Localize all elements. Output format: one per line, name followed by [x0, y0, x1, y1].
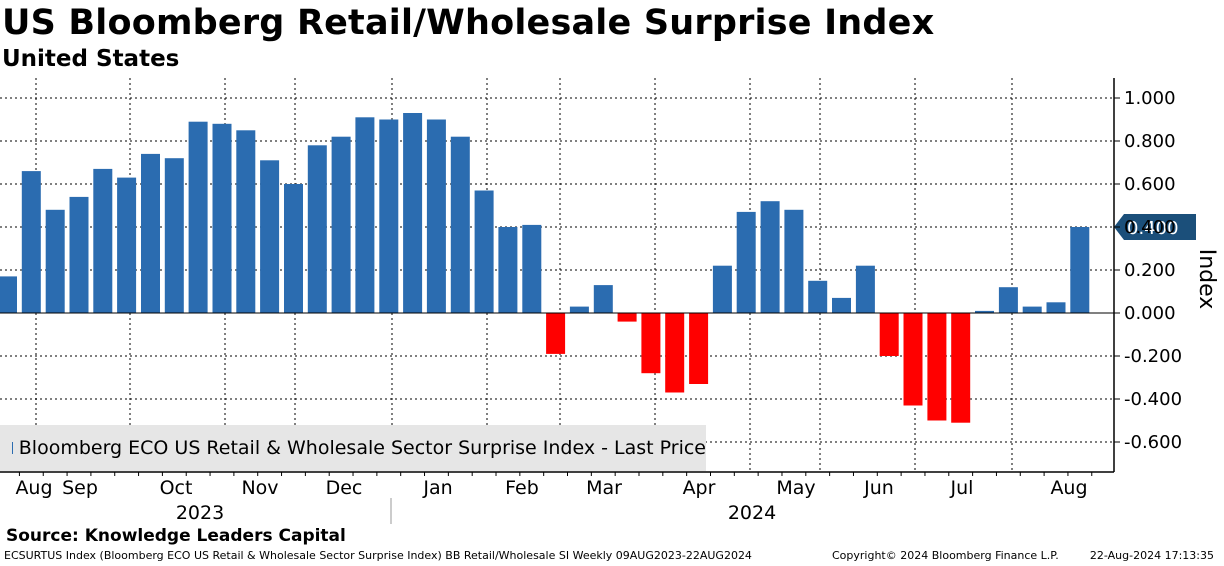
bar: [141, 153, 160, 313]
x-tick-label: Nov: [241, 477, 278, 499]
x-tick-label: Aug: [15, 477, 52, 499]
bar: [21, 171, 41, 313]
bar: [426, 119, 446, 313]
bar: [188, 121, 208, 313]
bar: [117, 177, 137, 313]
y-tick-label: -0.600: [1124, 432, 1182, 453]
x-tick-label: Jan: [422, 477, 452, 499]
bar: [832, 297, 851, 313]
bar: [665, 313, 685, 393]
x-tick-label: Apr: [683, 477, 716, 499]
bar: [1022, 306, 1042, 314]
bar: [45, 209, 65, 313]
bar: [975, 310, 994, 313]
axes: 0.400: [0, 78, 1196, 473]
bar: [903, 313, 923, 406]
bar: [284, 184, 303, 313]
footer-timestamp: 22-Aug-2024 17:13:35: [1089, 549, 1214, 562]
bar: [641, 313, 661, 374]
bar: [760, 201, 780, 313]
bar: [927, 313, 947, 421]
bar: [498, 227, 518, 313]
y-tick-label: 1.000: [1124, 88, 1176, 109]
x-tick-label: Jul: [950, 477, 974, 499]
bar: [546, 313, 566, 354]
chart-title: US Bloomberg Retail/Wholesale Surprise I…: [2, 3, 935, 43]
x-year-label: 2023: [176, 502, 224, 524]
x-tick-label: Jun: [863, 477, 894, 499]
x-tick-label: May: [776, 477, 815, 499]
bar: [617, 313, 637, 322]
bar: [522, 224, 542, 313]
bar: [0, 276, 17, 313]
bar: [712, 265, 732, 313]
bar: [689, 313, 709, 384]
bar: [593, 285, 613, 313]
bar: [331, 136, 351, 313]
x-tick-label: Mar: [586, 477, 622, 499]
bar: [736, 211, 756, 313]
bars: [0, 113, 1090, 423]
bar: [1070, 227, 1090, 313]
footer-copyright: Copyright© 2024 Bloomberg Finance L.P.: [832, 549, 1059, 562]
legend-label: Bloomberg ECO US Retail & Wholesale Sect…: [18, 437, 706, 459]
y-axis-ticks: 1.000 0.800 0.600 0.400 0.200 0.000 -0.200 -0.4…: [1114, 88, 1182, 453]
bar: [260, 160, 280, 313]
bar: [164, 158, 184, 313]
x-tick-label: Sep: [62, 477, 98, 499]
chart-subtitle: United States: [2, 46, 180, 72]
bar: [998, 287, 1018, 313]
bar: [403, 113, 423, 313]
bar: [808, 280, 828, 314]
y-tick-label: -0.200: [1124, 346, 1182, 367]
bar: [855, 265, 875, 313]
bar: [69, 196, 89, 313]
x-year-label: 2024: [728, 502, 776, 524]
bar: [1046, 302, 1066, 314]
footer-series-info: ECSURTUS Index (Bloomberg ECO US Retail …: [4, 549, 752, 562]
x-tick-label: Aug: [1050, 477, 1087, 499]
bar: [379, 119, 399, 313]
y-tick-label: -0.400: [1124, 389, 1182, 410]
y-tick-label: 0.800: [1124, 131, 1176, 152]
legend-swatch: [12, 442, 13, 454]
bar: [355, 117, 375, 313]
y-tick-label: 0.200: [1124, 260, 1176, 281]
bar: [307, 145, 327, 313]
bar: [784, 209, 804, 313]
last-price-label: 0.400: [1127, 218, 1179, 239]
y-tick-label: 0.600: [1124, 174, 1176, 195]
bar: [569, 306, 589, 314]
y-tick-label: 0.000: [1124, 303, 1176, 324]
bar: [951, 313, 971, 423]
x-tick-label: Feb: [505, 477, 539, 499]
bar: [879, 313, 899, 356]
bar: [236, 130, 256, 314]
x-tick-label: Oct: [160, 477, 193, 499]
bar: [450, 136, 470, 313]
x-tick-label: Dec: [326, 477, 363, 499]
x-axis-ticks: Aug Sep Oct Nov Dec Jan Feb Mar Apr May Jun Jul Aug 2…: [15, 472, 1093, 524]
source-note: Source: Knowledge Leaders Capital: [6, 526, 346, 546]
legend: Bloomberg ECO US Retail & Wholesale Sect…: [0, 425, 706, 471]
bar: [474, 190, 494, 313]
last-price-marker: [1114, 214, 1196, 240]
bar: [93, 168, 113, 313]
footer: ECSURTUS Index (Bloomberg ECO US Retail …: [4, 549, 1220, 565]
bar: [212, 123, 232, 313]
y-axis-label: Index: [1194, 249, 1219, 310]
y-tick-label: 0.400: [1124, 217, 1176, 238]
